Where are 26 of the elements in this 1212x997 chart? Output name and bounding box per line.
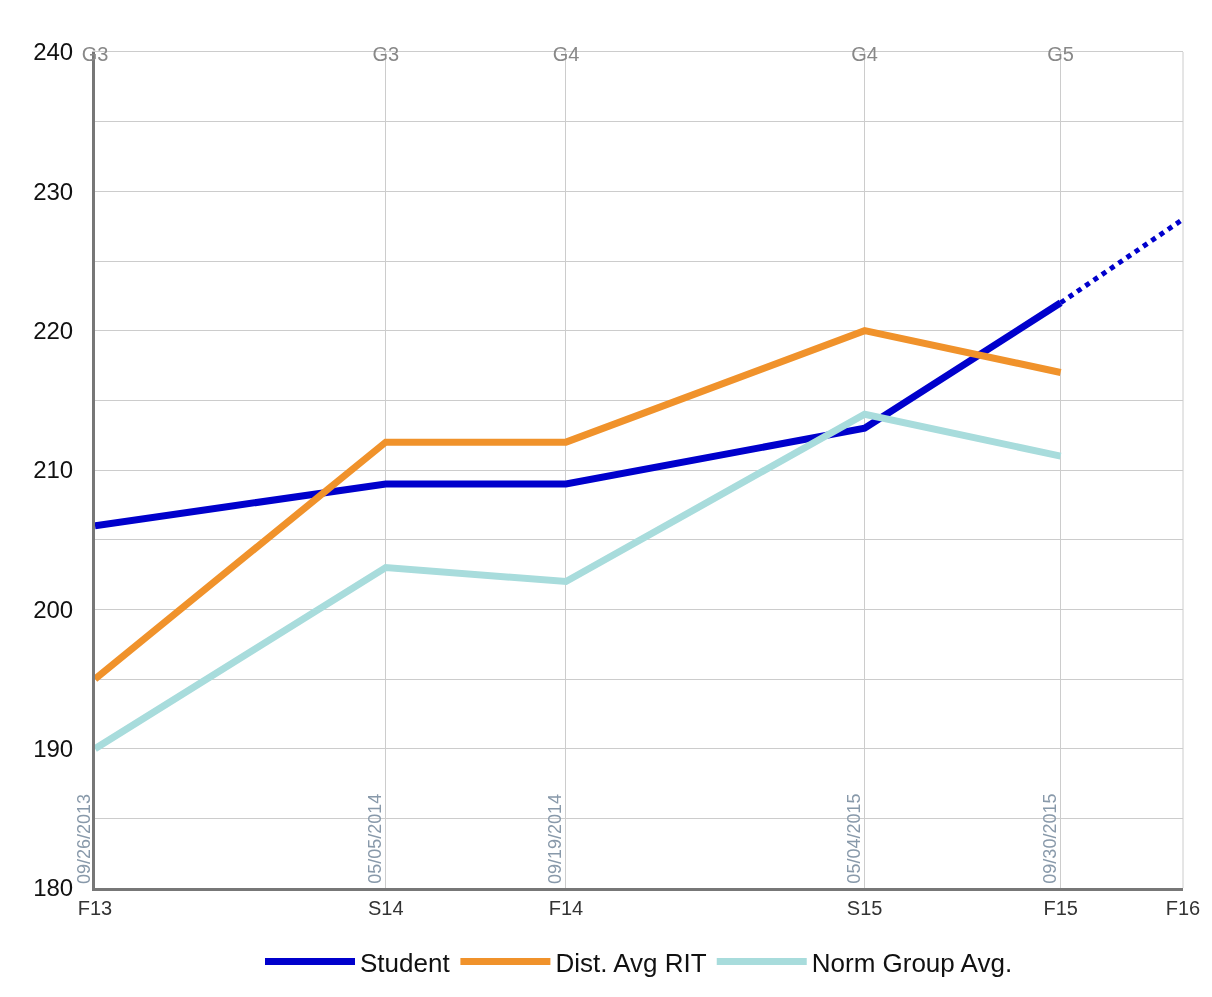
legend-label: Norm Group Avg. <box>811 947 1013 978</box>
x2-tick-label: G5 <box>1047 43 1074 65</box>
y-tick-label: 180 <box>33 874 74 902</box>
legend-label: Dist. Avg RIT <box>555 947 707 978</box>
y-tick-label: 190 <box>33 735 74 763</box>
x-tick-label: F14 <box>548 897 584 919</box>
y-tick-label: 210 <box>33 456 74 484</box>
x-tick-label: S15 <box>846 897 883 919</box>
y-tick-label: 230 <box>33 177 74 205</box>
y-tick-label: 200 <box>33 595 74 623</box>
x-tick-label: F13 <box>77 897 113 919</box>
y-tick-label: 220 <box>33 317 74 345</box>
annotation: 09/30/2015 <box>1039 793 1060 884</box>
legend-label: Student <box>360 947 451 978</box>
x-tick-label: F16 <box>1165 897 1201 919</box>
text: 09/26/2013 <box>74 793 94 884</box>
annotation: 05/05/2014 <box>364 793 385 884</box>
x2-tick-label: G4 <box>552 43 580 65</box>
annotation: 05/04/2015 <box>843 793 864 884</box>
annotation: 09/19/2014 <box>544 793 565 884</box>
x2-tick-label: G3 <box>81 43 109 65</box>
x2-tick-label: G3 <box>372 43 400 65</box>
y-tick-label: 240 <box>33 38 74 66</box>
x-tick-label: S14 <box>367 897 404 919</box>
x2-tick-label: G4 <box>851 43 878 65</box>
x-tick-label: F15 <box>1043 897 1078 919</box>
